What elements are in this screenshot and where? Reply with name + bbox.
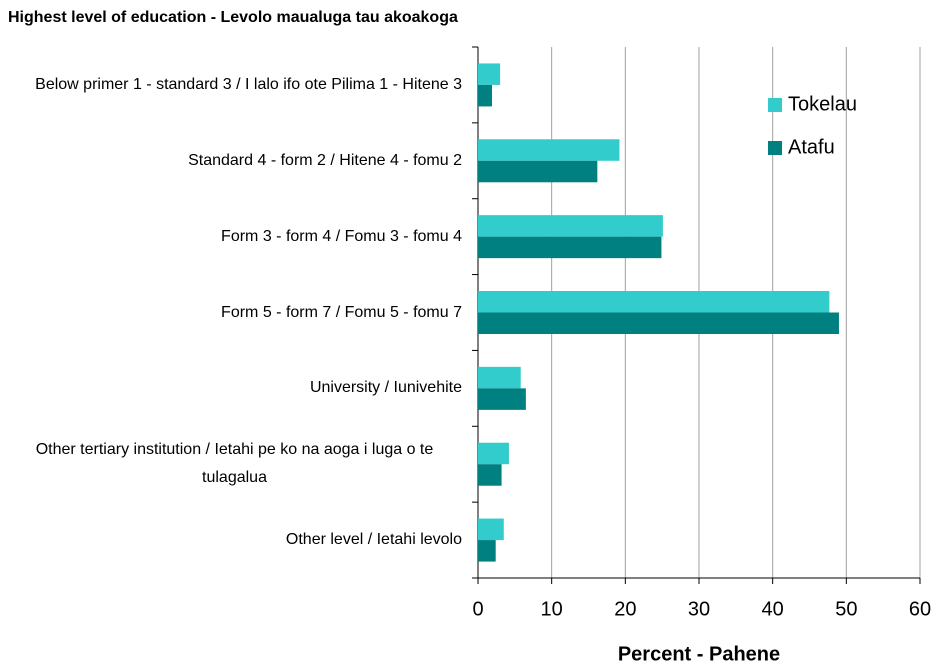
y-tick-label-text: Form 3 - form 4 / Fomu 3 - fomu 4 <box>221 227 462 245</box>
bar <box>478 540 496 562</box>
bar <box>478 63 501 85</box>
y-tick-label: Other tertiary institution / Ietahi pe k… <box>0 436 462 492</box>
y-tick-label: Standard 4 - form 2 / Hitene 4 - fomu 2 <box>0 147 462 175</box>
y-tick-label-text: Other level / Ietahi levolo <box>285 531 462 549</box>
bar <box>478 388 526 410</box>
bar <box>478 84 492 107</box>
chart-title: Highest level of education - Levolo maua… <box>8 9 458 26</box>
x-tick-label: 30 <box>688 598 710 620</box>
bar <box>478 366 521 389</box>
x-tick-label: 0 <box>472 598 483 620</box>
bar <box>478 236 662 259</box>
y-tick-label-text: Form 5 - form 7 / Fomu 5 - fomu 7 <box>221 303 462 321</box>
y-tick-label-text: Other tertiary institution / Ietahi pe k… <box>35 441 434 487</box>
x-tick-label: 60 <box>909 598 931 620</box>
y-tick-label: Form 5 - form 7 / Fomu 5 - fomu 7 <box>0 299 462 327</box>
legend-label: Tokelau <box>788 93 857 115</box>
legend-label: Atafu <box>788 136 835 158</box>
bar <box>478 139 620 161</box>
bar <box>478 518 504 541</box>
y-tick-label: Form 3 - form 4 / Fomu 3 - fomu 4 <box>0 223 462 251</box>
bar <box>478 291 830 313</box>
bar <box>478 442 509 465</box>
bar <box>478 312 839 334</box>
y-tick-label-text: Below primer 1 - standard 3 / I lalo ifo… <box>35 75 462 93</box>
x-axis-title: Percent - Pahene <box>618 643 780 665</box>
legend-swatch <box>768 141 782 155</box>
x-tick-label: 40 <box>762 598 784 620</box>
y-tick-label: University / Iunivehite <box>0 374 462 402</box>
y-tick-label-text: University / Iunivehite <box>309 379 462 397</box>
y-tick-label: Below primer 1 - standard 3 / I lalo ifo… <box>0 71 462 99</box>
bar <box>478 215 663 237</box>
bar <box>478 464 502 486</box>
legend-swatch <box>768 98 782 112</box>
x-tick-label: 20 <box>614 598 636 620</box>
bar <box>478 160 598 183</box>
y-tick-label: Other level / Ietahi levolo <box>0 526 462 554</box>
y-tick-label-text: Standard 4 - form 2 / Hitene 4 - fomu 2 <box>188 151 462 169</box>
x-tick-label: 10 <box>541 598 563 620</box>
x-tick-label: 50 <box>835 598 857 620</box>
